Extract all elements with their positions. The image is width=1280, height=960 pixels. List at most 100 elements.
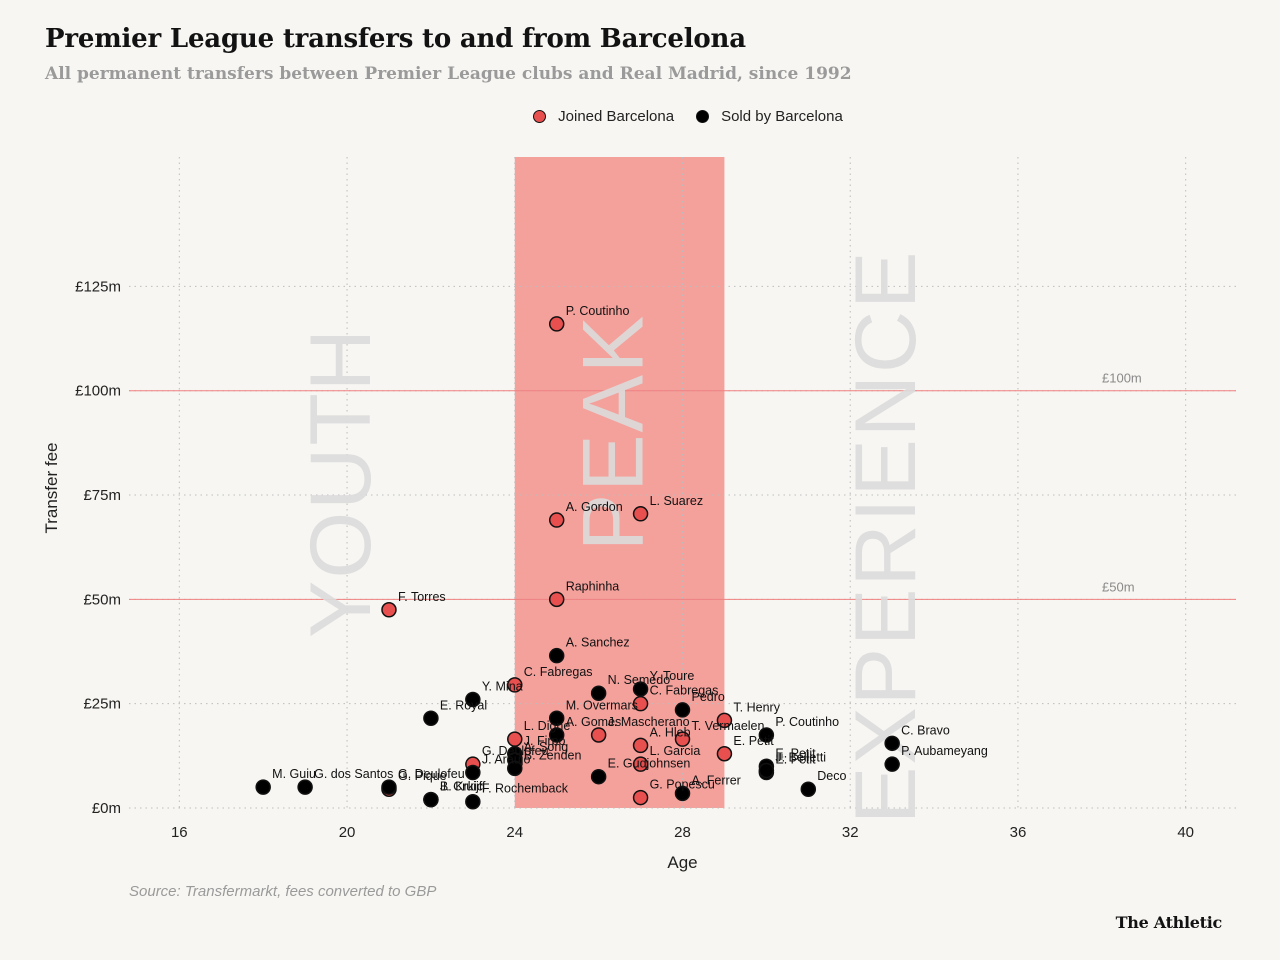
x-tick-label: 16 xyxy=(171,824,188,841)
chart-subtitle: All permanent transfers between Premier … xyxy=(45,64,852,84)
data-point xyxy=(297,779,313,795)
reference-line-label: £50m xyxy=(1102,579,1135,594)
peak-band xyxy=(514,157,725,808)
data-point xyxy=(465,793,481,810)
y-tick-label: £0m xyxy=(92,800,121,817)
point-label: P. Coutinho xyxy=(566,304,630,318)
x-tick-label: 20 xyxy=(339,824,356,841)
point-label: J. Mascherano xyxy=(608,715,690,729)
legend: Joined Barcelona Sold by Barcelona xyxy=(0,108,1280,125)
x-tick-label: 32 xyxy=(842,824,859,841)
data-point xyxy=(507,760,523,777)
data-point xyxy=(674,702,691,718)
data-point xyxy=(758,727,775,743)
point-label: G. Popescu xyxy=(650,778,715,792)
point-label: G. Deulofeu xyxy=(482,744,549,758)
y-tick-label: £100m xyxy=(75,383,121,400)
point-label: C. Bravo xyxy=(901,723,950,737)
point-label: N. Semedo xyxy=(608,673,671,687)
data-point xyxy=(465,691,481,708)
point-label: M. Overmars xyxy=(566,698,638,712)
data-point xyxy=(632,756,649,772)
point-label: A. Gordon xyxy=(566,500,623,514)
data-point xyxy=(758,762,775,779)
point-label: E. Petit xyxy=(733,734,774,748)
point-label: F. Torres xyxy=(398,590,446,604)
point-label: A. Hleb xyxy=(650,725,691,739)
point-label: E. Royal xyxy=(440,698,487,712)
legend-item-joined: Joined Barcelona xyxy=(533,108,674,125)
point-label: P. Coutinho xyxy=(775,715,839,729)
point-label: Pedro xyxy=(692,690,725,704)
data-point xyxy=(800,781,817,797)
data-point xyxy=(716,746,733,762)
data-point xyxy=(548,512,565,528)
data-point xyxy=(381,602,397,618)
data-point xyxy=(381,779,397,795)
data-labels: P. Coutinho L. Suarez A. Gordon Raphinha F. … xyxy=(272,304,988,796)
point-label: B. Krkic xyxy=(440,780,483,794)
data-point xyxy=(674,785,691,802)
point-label: L. Suarez xyxy=(650,494,704,508)
data-points xyxy=(255,316,900,810)
data-point xyxy=(674,731,691,747)
chart-title: Premier League transfers to and from Bar… xyxy=(45,24,746,54)
point-label: G. dos Santos xyxy=(314,767,393,781)
point-label: J. Araujo xyxy=(482,753,531,767)
point-label: T. Henry xyxy=(733,700,780,714)
point-label: Deco xyxy=(817,769,846,783)
point-label: C. Fabregas xyxy=(524,665,593,679)
data-point xyxy=(548,316,565,332)
data-point xyxy=(590,768,607,785)
data-point xyxy=(548,591,565,608)
point-label: L. Garcia xyxy=(650,744,701,758)
point-label: E. Gudjohnsen xyxy=(608,757,691,771)
data-point xyxy=(423,710,439,727)
point-label: G. Pique xyxy=(398,769,447,783)
grid-lines xyxy=(129,157,1236,809)
data-point xyxy=(548,710,565,727)
zone-label-youth: YOUTH xyxy=(293,327,389,638)
point-label: A. Gomes xyxy=(566,715,622,729)
point-label: A. Ferrer xyxy=(692,773,741,787)
x-tick-label: 36 xyxy=(1010,824,1027,841)
data-point xyxy=(548,647,565,664)
x-tick-label: 28 xyxy=(674,824,691,841)
point-label: J. Belletti xyxy=(775,750,826,764)
data-point xyxy=(590,685,607,701)
point-label: A. Sanchez xyxy=(566,636,630,650)
point-label: G. Deulofeu xyxy=(398,767,465,781)
y-axis-title: Transfer fee xyxy=(42,442,61,533)
x-axis-title: Age xyxy=(667,853,697,872)
legend-swatch-joined xyxy=(533,110,547,123)
data-point xyxy=(632,506,649,522)
point-label: M. Guiu xyxy=(272,767,316,781)
legend-label-sold: Sold by Barcelona xyxy=(721,108,843,125)
data-point xyxy=(548,727,565,743)
y-tick-label: £50m xyxy=(83,591,121,608)
point-label: Y. Toure xyxy=(650,669,695,683)
data-point xyxy=(423,791,439,808)
point-label: T. Vermaelen xyxy=(692,719,765,733)
point-label: P. Aubameyang xyxy=(901,744,988,758)
data-point xyxy=(632,681,649,697)
brand-logo: The Athletic xyxy=(1115,913,1223,932)
y-tick-label: £25m xyxy=(83,696,121,713)
y-tick-label: £75m xyxy=(83,487,121,504)
point-label: Y. Mina xyxy=(482,680,523,694)
legend-swatch-sold xyxy=(696,110,710,123)
point-label: Raphinha xyxy=(566,579,620,593)
point-label: J. Firpo xyxy=(524,734,566,748)
legend-label-joined: Joined Barcelona xyxy=(558,108,675,125)
y-tick-label: £125m xyxy=(75,278,121,295)
data-point xyxy=(465,764,481,781)
zone-label-experience: EXPERIENCE xyxy=(838,250,934,824)
point-label: F. Rochemback xyxy=(482,782,569,796)
point-label: C. Fabregas xyxy=(650,684,719,698)
x-tick-label: 24 xyxy=(506,824,523,841)
point-label: E. Petit xyxy=(775,746,816,760)
x-tick-label: 40 xyxy=(1177,824,1194,841)
point-label: J. Cruijff xyxy=(440,780,486,794)
data-point xyxy=(884,735,900,752)
